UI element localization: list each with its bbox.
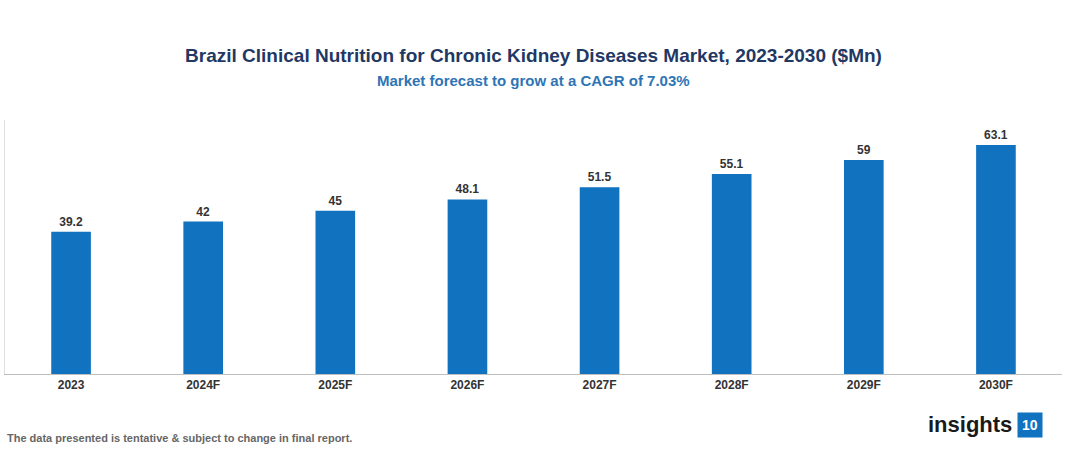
svg-text:63.1: 63.1	[984, 128, 1008, 142]
svg-text:2029F: 2029F	[847, 378, 881, 392]
svg-text:2023: 2023	[58, 378, 85, 392]
svg-text:55.1: 55.1	[720, 157, 744, 171]
svg-text:10: 10	[1022, 417, 1038, 433]
svg-text:2028F: 2028F	[715, 378, 749, 392]
svg-text:Brazil Clinical Nutrition for: Brazil Clinical Nutrition for Chronic Ki…	[185, 45, 882, 66]
svg-text:2025F: 2025F	[318, 378, 352, 392]
svg-text:51.5: 51.5	[588, 170, 612, 184]
svg-text:59: 59	[857, 143, 871, 157]
svg-text:45: 45	[328, 194, 342, 208]
svg-text:2026F: 2026F	[450, 378, 484, 392]
svg-text:39.2: 39.2	[59, 215, 83, 229]
svg-text:The data presented is tentativ: The data presented is tentative & subjec…	[7, 432, 352, 444]
svg-text:Market forecast to grow at a C: Market forecast to grow at a CAGR of 7.0…	[377, 72, 690, 89]
svg-text:48.1: 48.1	[456, 182, 480, 196]
svg-text:2027F: 2027F	[583, 378, 617, 392]
svg-text:2024F: 2024F	[186, 378, 220, 392]
svg-text:42: 42	[196, 205, 210, 219]
svg-text:insights: insights	[928, 412, 1012, 437]
svg-text:2030F: 2030F	[979, 378, 1013, 392]
